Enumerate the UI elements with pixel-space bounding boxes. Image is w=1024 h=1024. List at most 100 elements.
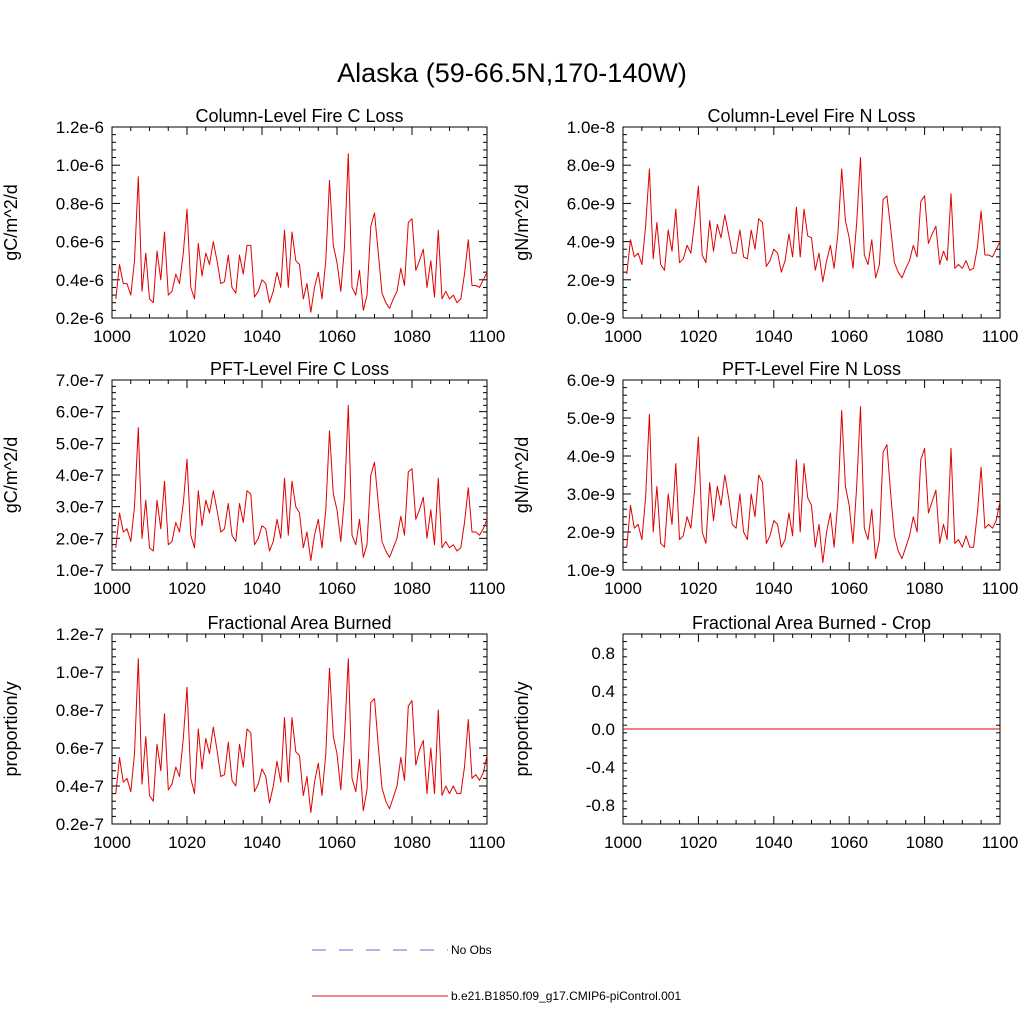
- x-tick-label: 1100: [982, 833, 1019, 852]
- x-tick-label: 1020: [168, 579, 206, 598]
- y-tick-label: 6.0e-9: [567, 194, 615, 213]
- y-tick-label: 0.4e-7: [56, 777, 104, 796]
- x-tick-label: 1080: [393, 833, 431, 852]
- y-tick-label: 0.8e-7: [56, 701, 104, 720]
- panel-title: Fractional Area Burned: [207, 613, 391, 633]
- y-tick-label: 5.0e-7: [56, 434, 104, 453]
- x-tick-label: 1100: [982, 327, 1019, 346]
- plot-frame: [622, 126, 1001, 319]
- y-tick-label: 2.0e-9: [567, 523, 615, 542]
- y-tick-label: 4.0e-9: [567, 447, 615, 466]
- y-tick-label: 5.0e-9: [567, 409, 615, 428]
- x-tick-label: 1020: [679, 327, 717, 346]
- y-axis-label: gN/m^2/d: [512, 437, 532, 513]
- x-tick-label: 1060: [830, 833, 868, 852]
- figure-title: Alaska (59-66.5N,170-140W): [337, 58, 687, 88]
- chart-panel-2: 1000 1020 1040 1060 1080 1100 0.0e-9 2.0e-9 4.0e…: [512, 106, 1018, 346]
- x-tick-label: 1060: [318, 327, 356, 346]
- y-tick-label: -0.8: [586, 796, 615, 815]
- y-tick-label: 0.2e-7: [56, 815, 104, 834]
- y-tick-label: 0.0e-9: [567, 309, 615, 328]
- legend: No Obs b.e21.B1850.f09_g17.CMIP6-piContr…: [312, 943, 681, 1003]
- y-tick-label: 0.4: [591, 682, 615, 701]
- panel-title: PFT-Level Fire N Loss: [722, 359, 901, 379]
- panel-title: Column-Level Fire N Loss: [707, 106, 915, 126]
- panel-title: PFT-Level Fire C Loss: [210, 359, 389, 379]
- y-tick-label: 7.0e-7: [56, 371, 104, 390]
- x-tick-label: 1100: [982, 579, 1019, 598]
- x-tick-label: 1040: [755, 833, 793, 852]
- y-tick-label: 0.0: [591, 720, 615, 739]
- y-axis-label: proportion/y: [512, 681, 532, 776]
- series-line-control: [626, 406, 1001, 563]
- x-tick-label: 1000: [93, 327, 131, 346]
- x-tick-label: 1020: [168, 833, 206, 852]
- x-tick-label: 1000: [93, 833, 131, 852]
- chart-panel-5: 1000 1020 1040 1060 1080 1100 0.2e-7 0.4e-7 0.6e…: [1, 613, 505, 852]
- y-tick-label: 1.2e-6: [56, 118, 104, 137]
- x-tick-label: 1060: [318, 833, 356, 852]
- x-tick-label: 1080: [906, 579, 944, 598]
- x-tick-label: 1020: [168, 327, 206, 346]
- y-tick-label: 0.6e-6: [56, 233, 104, 252]
- legend-control-label: b.e21.B1850.f09_g17.CMIP6-piControl.001: [451, 989, 681, 1003]
- chart-panel-6: 1000 1020 1040 1060 1080 1100 -0.8 -0.4 0.0 0.4 0.…: [512, 613, 1018, 852]
- plot-frame: [111, 633, 488, 825]
- y-tick-label: 0.6e-7: [56, 739, 104, 758]
- y-tick-label: 6.0e-7: [56, 403, 104, 422]
- x-tick-label: 1060: [318, 579, 356, 598]
- x-tick-label: 1080: [906, 327, 944, 346]
- chart-panel-1: 1000 1020 1040 1060 1080 1100 0.2e-6 0.4e-6 0.6e…: [1, 106, 505, 346]
- series-line-control: [115, 153, 488, 313]
- x-tick-label: 1060: [830, 327, 868, 346]
- y-tick-label: 0.8: [591, 644, 615, 663]
- y-tick-label: 4.0e-7: [56, 466, 104, 485]
- series-line-control: [626, 157, 1001, 283]
- y-tick-label: 1.0e-7: [56, 663, 104, 682]
- x-tick-label: 1000: [93, 579, 131, 598]
- y-tick-label: 2.0e-9: [567, 271, 615, 290]
- series-line-control: [115, 658, 488, 814]
- chart-panel-4: 1000 1020 1040 1060 1080 1100 1.0e-9 2.0e-9 3.0e…: [512, 359, 1018, 598]
- y-tick-label: 3.0e-9: [567, 485, 615, 504]
- y-tick-label: -0.4: [586, 758, 615, 777]
- x-tick-label: 1000: [604, 579, 642, 598]
- y-tick-label: 1.0e-8: [567, 118, 615, 137]
- y-tick-label: 8.0e-9: [567, 156, 615, 175]
- x-tick-label: 1020: [679, 833, 717, 852]
- plot-frame: [622, 379, 1001, 571]
- panel-title: Column-Level Fire C Loss: [195, 106, 403, 126]
- series-line-control: [115, 404, 488, 561]
- x-tick-label: 1040: [243, 327, 281, 346]
- x-tick-label: 1020: [679, 579, 717, 598]
- y-tick-label: 4.0e-9: [567, 233, 615, 252]
- x-tick-label: 1000: [604, 833, 642, 852]
- x-tick-label: 1080: [393, 579, 431, 598]
- legend-no-obs-label: No Obs: [451, 943, 492, 957]
- x-tick-label: 1100: [469, 833, 506, 852]
- y-tick-label: 0.4e-6: [56, 271, 104, 290]
- y-axis-label: gN/m^2/d: [512, 184, 532, 260]
- y-tick-label: 6.0e-9: [567, 371, 615, 390]
- x-tick-label: 1040: [243, 833, 281, 852]
- y-tick-label: 0.2e-6: [56, 309, 104, 328]
- x-tick-label: 1100: [469, 327, 506, 346]
- chart-panel-3: 1000 1020 1040 1060 1080 1100 1.0e-7 2.0e-7 3.0e…: [1, 359, 505, 598]
- x-tick-label: 1100: [469, 579, 506, 598]
- y-tick-label: 0.8e-6: [56, 194, 104, 213]
- y-tick-label: 3.0e-7: [56, 498, 104, 517]
- x-tick-label: 1080: [906, 833, 944, 852]
- x-tick-label: 1040: [243, 579, 281, 598]
- y-tick-label: 1.0e-7: [56, 561, 104, 580]
- y-tick-label: 1.2e-7: [56, 625, 104, 644]
- x-tick-label: 1040: [755, 327, 793, 346]
- panel-title: Fractional Area Burned - Crop: [692, 613, 931, 633]
- y-tick-label: 1.0e-6: [56, 156, 104, 175]
- x-tick-label: 1000: [604, 327, 642, 346]
- y-axis-label: gC/m^2/d: [1, 184, 21, 260]
- x-tick-label: 1060: [830, 579, 868, 598]
- x-tick-label: 1040: [755, 579, 793, 598]
- y-tick-label: 1.0e-9: [567, 561, 615, 580]
- y-axis-label: proportion/y: [1, 681, 21, 776]
- y-tick-label: 2.0e-7: [56, 529, 104, 548]
